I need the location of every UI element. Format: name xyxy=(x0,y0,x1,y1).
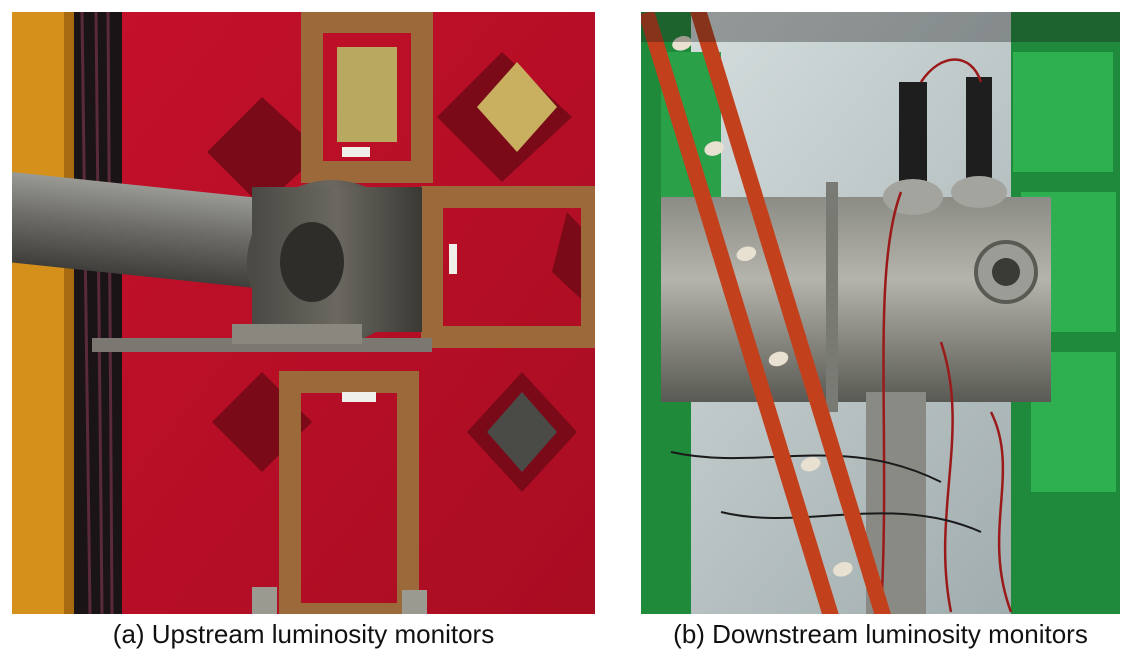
caption-upstream: (a) Upstream luminosity monitors xyxy=(112,619,495,649)
downstream-photo-illustration xyxy=(641,12,1120,614)
downstream-monitors-photo xyxy=(641,12,1120,614)
upstream-monitors-photo xyxy=(12,12,595,614)
upstream-photo-illustration xyxy=(12,12,595,614)
caption-downstream: (b) Downstream luminosity monitors xyxy=(673,619,1088,649)
